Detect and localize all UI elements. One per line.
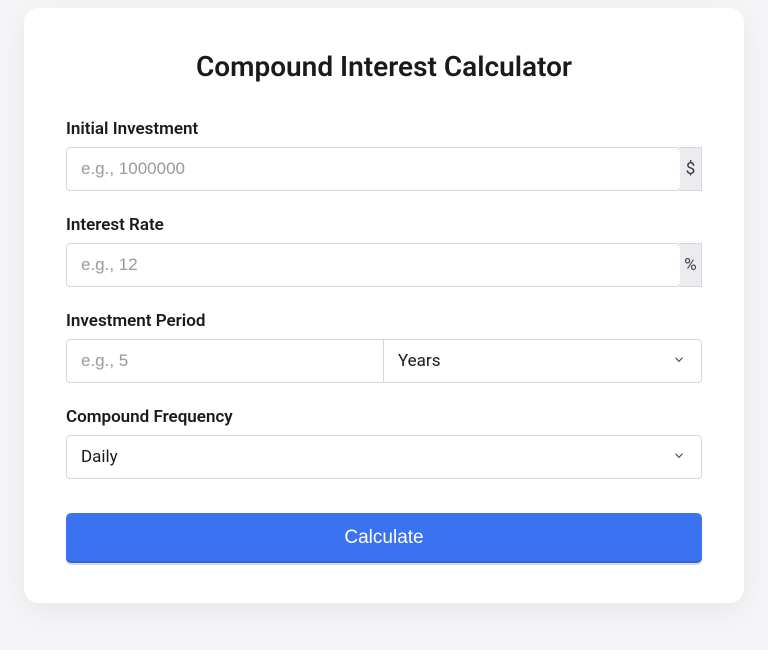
investment-period-group: Investment Period Years xyxy=(66,311,702,383)
initial-investment-group: Initial Investment $ xyxy=(66,119,702,191)
investment-period-row: Years xyxy=(66,339,702,383)
compound-frequency-select[interactable]: Daily xyxy=(66,435,702,479)
interest-rate-row: % xyxy=(66,243,702,287)
calculator-card: Compound Interest Calculator Initial Inv… xyxy=(24,8,744,603)
compound-frequency-select-wrap: Daily xyxy=(66,435,702,479)
page-title: Compound Interest Calculator xyxy=(66,50,702,83)
calculate-button[interactable]: Calculate xyxy=(66,513,702,563)
initial-investment-input[interactable] xyxy=(66,147,681,191)
initial-investment-row: $ xyxy=(66,147,702,191)
interest-rate-group: Interest Rate % xyxy=(66,215,702,287)
period-unit-select-wrap: Years xyxy=(384,339,702,383)
investment-period-label: Investment Period xyxy=(66,311,702,331)
compound-frequency-group: Compound Frequency Daily xyxy=(66,407,702,479)
period-unit-select[interactable]: Years xyxy=(384,339,702,383)
interest-rate-input[interactable] xyxy=(66,243,681,287)
interest-rate-label: Interest Rate xyxy=(66,215,702,235)
investment-period-input[interactable] xyxy=(66,339,384,383)
initial-investment-unit: $ xyxy=(680,147,702,191)
interest-rate-unit: % xyxy=(680,243,702,287)
compound-frequency-selected: Daily xyxy=(81,447,118,467)
compound-frequency-label: Compound Frequency xyxy=(66,407,702,427)
period-unit-selected: Years xyxy=(398,351,440,371)
initial-investment-label: Initial Investment xyxy=(66,119,702,139)
